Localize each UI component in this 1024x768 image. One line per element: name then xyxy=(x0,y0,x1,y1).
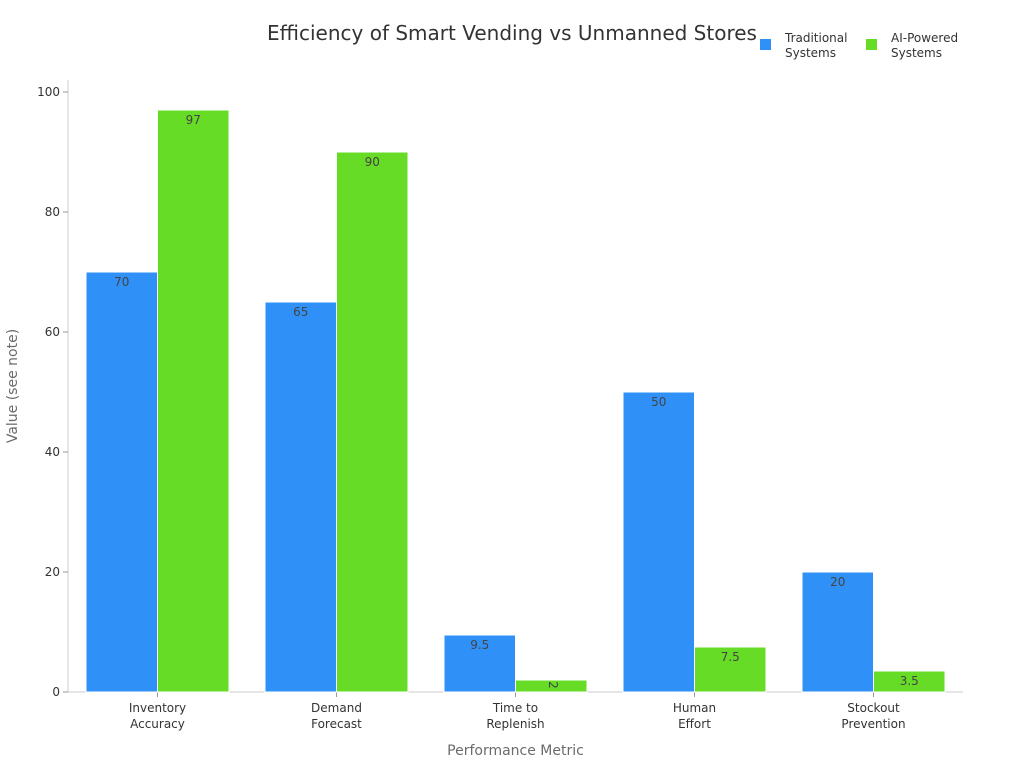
bar xyxy=(157,109,230,693)
data-label: 70 xyxy=(114,275,129,289)
bar xyxy=(622,391,695,693)
y-axis-title: Value (see note) xyxy=(5,329,21,443)
x-tick-label: Demand Forecast xyxy=(311,701,362,731)
bar xyxy=(801,571,874,693)
y-tick-label: 80 xyxy=(45,205,60,219)
x-tick-label: Human Effort xyxy=(673,701,716,731)
legend-label: Traditional Systems xyxy=(784,31,847,60)
y-tick-label: 20 xyxy=(45,565,60,579)
bar xyxy=(694,646,767,693)
data-label: 3.5 xyxy=(900,674,919,688)
data-label: 7.5 xyxy=(721,650,740,664)
x-axis: Inventory Accuracy Demand Forecast Time to Re… xyxy=(68,691,963,731)
y-tick-label: 100 xyxy=(37,85,60,99)
data-label: 97 xyxy=(186,113,201,127)
x-axis-title: Performance Metric xyxy=(447,743,584,759)
bar xyxy=(336,151,409,693)
bar xyxy=(264,301,337,693)
legend-label: AI-Powered Systems xyxy=(891,31,958,60)
data-label: 9.5 xyxy=(470,638,489,652)
bars: 70 97 65 90 9.5 2 50 7.5 20 3.5 xyxy=(85,109,946,693)
data-label: 90 xyxy=(365,155,380,169)
bar xyxy=(873,670,946,693)
x-tick-label: Inventory Accuracy xyxy=(129,701,186,731)
y-tick-label: 0 xyxy=(52,685,60,699)
chart-title: Efficiency of Smart Vending vs Unmanned … xyxy=(267,21,757,45)
y-tick-label: 40 xyxy=(45,445,60,459)
data-label: 50 xyxy=(651,395,666,409)
x-tick-label: Stockout Prevention xyxy=(841,701,905,731)
bar xyxy=(515,679,588,693)
bar xyxy=(443,634,516,693)
data-label: 20 xyxy=(830,575,845,589)
data-label: 2 xyxy=(546,681,560,689)
y-axis: 0 20 40 60 80 100 xyxy=(37,80,69,699)
legend-swatch xyxy=(760,39,771,50)
legend-swatch xyxy=(866,39,877,50)
bar xyxy=(85,271,158,693)
legend: Traditional Systems AI-Powered Systems xyxy=(760,31,958,60)
data-label: 65 xyxy=(293,305,308,319)
x-tick-label: Time to Replenish xyxy=(486,701,544,731)
y-tick-label: 60 xyxy=(45,325,60,339)
